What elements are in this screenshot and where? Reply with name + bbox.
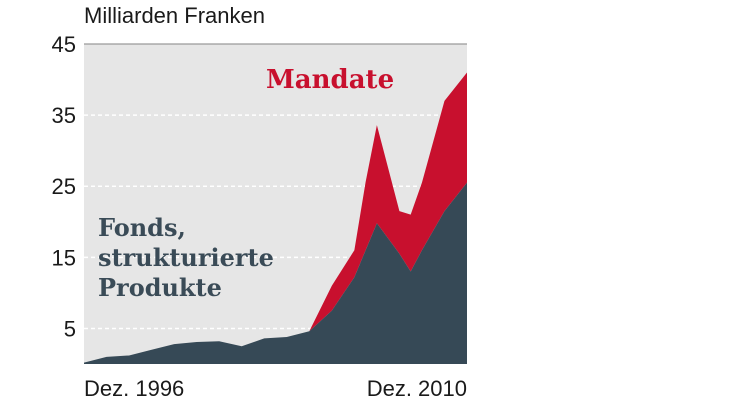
series-labels: Mandate Fonds, strukturierte Produkte [98, 65, 394, 302]
series-label-fonds: Fonds, strukturierte Produkte [98, 213, 274, 302]
area-fonds [84, 182, 467, 364]
series-label-mandate: Mandate [266, 65, 394, 95]
y-tick-label: 5 [64, 316, 76, 341]
y-tick-label: 35 [52, 103, 76, 128]
y-tick-label: 15 [52, 245, 76, 270]
y-tick-label: 45 [52, 32, 76, 57]
y-axis-unit-label: Milliarden Franken [84, 3, 265, 28]
areas [84, 72, 467, 364]
x-tick-label-end: Dez. 2010 [367, 376, 467, 401]
gridlines [84, 43, 467, 330]
x-axis-ticks: Dez. 1996 Dez. 2010 [84, 376, 467, 401]
y-tick-label: 25 [52, 174, 76, 199]
area-mandate [84, 72, 467, 363]
y-axis-ticks: 45 35 25 15 5 [52, 32, 76, 341]
x-tick-label-start: Dez. 1996 [84, 376, 184, 401]
